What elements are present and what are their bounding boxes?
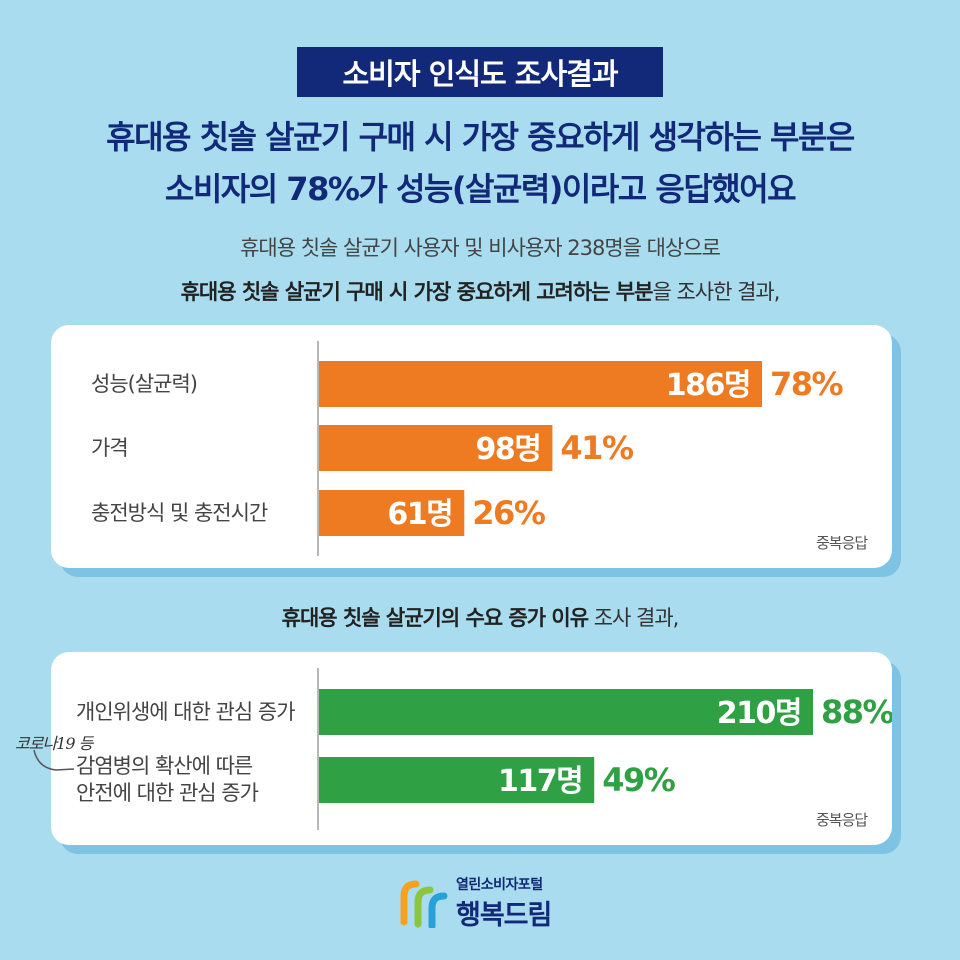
bar-count-label-2: 117명	[498, 764, 582, 799]
section2-title: 휴대용 칫솔 살균기의 수요 증가 이유 조사 결과,	[0, 602, 960, 632]
section2-bold: 휴대용 칫솔 살균기의 수요 증가 이유	[281, 606, 589, 630]
intro-line-1: 휴대용 칫솔 살균기 사용자 및 비사용자 238명을 대상으로	[240, 236, 721, 260]
bar-1	[319, 689, 813, 735]
logo-subtitle: 열린소비자포털	[456, 877, 543, 893]
bar-count-label-2: 98명	[476, 432, 541, 467]
bar-percent-label-1: 78%	[770, 365, 844, 403]
bar-count-label-3: 61명	[387, 497, 452, 532]
bar-percent-label-3: 26%	[472, 494, 546, 532]
bar-1	[319, 361, 762, 407]
intro-bold: 휴대용 칫솔 살균기 구매 시 가장 중요하게 고려하는 부분	[180, 280, 654, 304]
chart-1-svg: 186명 78% 98명 41% 61명 26%	[317, 341, 845, 556]
bar-percent-label-1: 88%	[821, 693, 892, 731]
category-label-2: 감염병의 확산에 따른	[76, 754, 253, 778]
survey-badge: 소비자 인식도 조사결과	[297, 47, 663, 97]
category-label-2: 안전에 대한 관심 증가	[76, 781, 259, 805]
annotation-curve	[33, 749, 75, 771]
chart-2-svg: 210명 88% 117명 49%	[317, 668, 892, 830]
duplicate-response-note: 중복응답	[816, 534, 868, 552]
category-label-3: 충전방식 및 충전시간	[91, 500, 268, 525]
category-label-1: 개인위생에 대한 관심 증가	[76, 699, 296, 724]
logo-title: 행복드림	[456, 900, 552, 931]
headline-line-2: 소비자의 78%가 성능(살균력)이라고 응답했어요	[164, 170, 797, 208]
section2-rest: 조사 결과,	[588, 606, 680, 630]
handwritten-annotation: 코로나19 등	[15, 734, 93, 753]
logo-icon	[400, 880, 448, 928]
bar-3	[319, 490, 465, 536]
duplicate-response-note: 중복응답	[816, 811, 868, 829]
category-label-1: 성능(살균력)	[91, 371, 198, 396]
headline-line-1: 휴대용 칫솔 살균기 구매 시 가장 중요하게 생각하는 부분은	[106, 118, 855, 156]
bar-2	[319, 425, 553, 471]
bar-percent-label-2: 49%	[602, 761, 676, 799]
category-label-2: 가격	[91, 435, 129, 460]
bar-count-label-1: 186명	[666, 368, 750, 403]
bar-count-label-1: 210명	[717, 696, 801, 731]
bar-percent-label-2: 41%	[560, 429, 634, 467]
intro-rest: 을 조사한 결과,	[652, 280, 780, 304]
intro-line-2: 휴대용 칫솔 살균기 구매 시 가장 중요하게 고려하는 부분을 조사한 결과,	[0, 276, 960, 306]
bar-2	[319, 757, 595, 803]
